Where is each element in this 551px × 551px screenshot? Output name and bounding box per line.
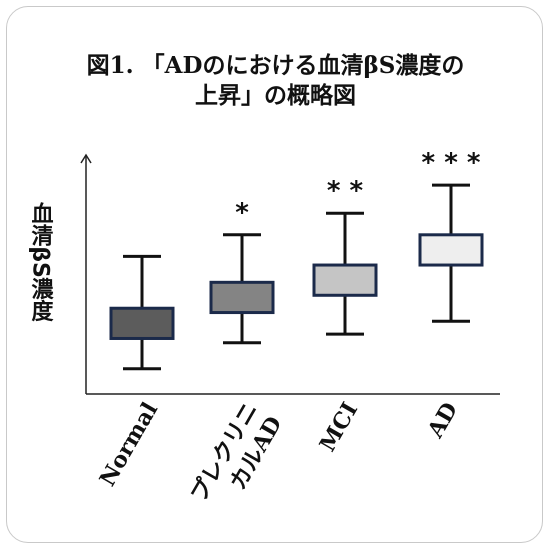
y-axis-arrow bbox=[80, 153, 92, 164]
figure-frame bbox=[6, 6, 543, 543]
x-tick-label: MCI bbox=[315, 398, 364, 456]
boxes: * * * * * * bbox=[109, 148, 484, 371]
box-iqr bbox=[312, 263, 378, 297]
box-iqr bbox=[418, 233, 484, 267]
box-group: * * * bbox=[418, 148, 484, 323]
labels: 血清βS濃度 Normal プレクリニカルAD MCI AD bbox=[28, 202, 464, 520]
x-tick-label-line: MCI bbox=[315, 398, 364, 456]
box-group: * bbox=[209, 198, 275, 345]
box-group: * * bbox=[312, 176, 378, 336]
x-tick-label-line: Normal bbox=[95, 398, 164, 491]
x-tick-label: AD bbox=[422, 398, 463, 443]
significance-marker: * bbox=[235, 198, 249, 228]
significance-marker: * * bbox=[327, 176, 364, 206]
chart-title-line-1: 図1. 「ADのにおける血清βS濃度の bbox=[86, 52, 465, 79]
x-tick-label-line: AD bbox=[422, 398, 463, 443]
y-axis-label: 血清βS濃度 bbox=[28, 202, 54, 324]
x-tick-label: プレクリニカルAD bbox=[186, 398, 288, 520]
box-group bbox=[109, 254, 175, 371]
significance-marker: * * * bbox=[422, 148, 481, 178]
chart-title-line-2: 上昇」の概略図 bbox=[195, 82, 356, 109]
axes bbox=[80, 153, 500, 395]
x-tick-label: Normal bbox=[95, 398, 164, 491]
box-iqr bbox=[109, 306, 175, 340]
box-iqr bbox=[209, 280, 275, 315]
